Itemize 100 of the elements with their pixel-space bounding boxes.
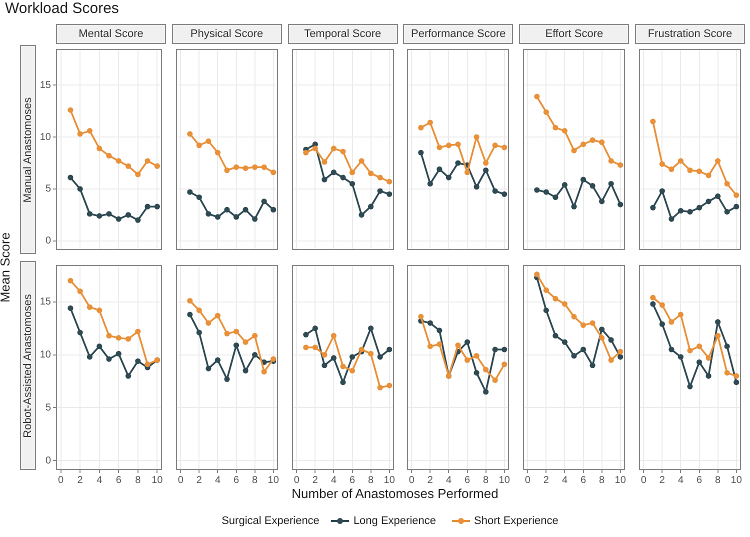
point [455,160,461,166]
point [687,384,693,390]
point [386,346,392,352]
point [618,354,624,360]
legend-label: Short Experience [474,515,558,527]
point [116,350,122,357]
point [242,339,248,345]
point [534,272,540,278]
point [77,186,83,192]
point [322,362,328,368]
point [312,146,318,152]
chart-title: Effort Score [519,24,630,44]
point [68,107,74,113]
x-tick-label: 2 [543,474,550,486]
point [724,344,730,350]
point [464,170,470,176]
point [552,194,558,200]
x-tick-label: 8 [135,474,142,486]
point [668,216,674,222]
point [349,368,356,374]
point [436,144,442,150]
point [436,166,442,172]
point [224,330,230,336]
point [214,357,221,363]
point [706,355,712,361]
point [368,170,374,176]
point [252,164,258,170]
point [492,346,498,352]
point [427,344,433,350]
point [96,308,102,314]
point [386,178,392,184]
point [543,287,549,293]
point [571,148,577,154]
point [368,326,374,332]
point [590,137,596,143]
point [116,335,122,341]
point [571,204,577,210]
point [154,204,160,210]
point [418,124,424,130]
text: Mean Score [0,232,13,303]
point [144,362,150,368]
point [322,176,328,182]
point [135,217,141,223]
point [608,158,614,164]
point [312,326,318,332]
point [77,131,83,137]
point [330,332,337,339]
point [418,150,424,156]
point [483,160,489,166]
point [349,354,356,360]
x-tick-label: 8 [368,474,374,486]
point [696,359,702,366]
point [580,142,586,148]
point [492,188,498,194]
y-tick-label: 0 [45,236,52,247]
point [502,362,508,368]
x-tick-label: 4 [96,474,103,486]
point [659,302,665,308]
point [106,211,112,217]
x-tick-label: 6 [696,474,702,486]
point [96,213,102,219]
point [377,354,383,360]
point [224,376,230,382]
point [214,312,221,318]
point [483,167,489,174]
text: Number of Anastomoses Performed [290,486,500,501]
point [427,180,433,187]
point [543,109,549,115]
chart-title: Temporal Score [288,24,398,44]
x-tick-label: 10 [384,474,396,486]
point [358,212,364,218]
point [455,342,461,348]
point [552,296,558,302]
point [543,308,549,314]
point [659,161,665,167]
point [233,342,240,348]
point [224,206,230,213]
point [340,174,346,180]
point [349,170,356,176]
point [618,348,624,354]
point [96,344,102,350]
point [340,380,346,386]
x-tick-label: 0 [524,474,531,486]
point [706,198,712,204]
point [224,167,230,174]
point [474,184,480,190]
point [96,146,102,152]
point [562,339,568,345]
point [261,164,267,170]
point [696,204,702,210]
point [724,370,730,376]
point [734,373,740,379]
point [187,131,193,137]
point [196,308,202,314]
point [650,301,656,307]
x-tick-label: 4 [214,474,221,486]
point [668,166,674,172]
point [252,352,258,358]
x-tick-label: 8 [252,474,258,486]
x-tick-label: 2 [196,474,202,486]
